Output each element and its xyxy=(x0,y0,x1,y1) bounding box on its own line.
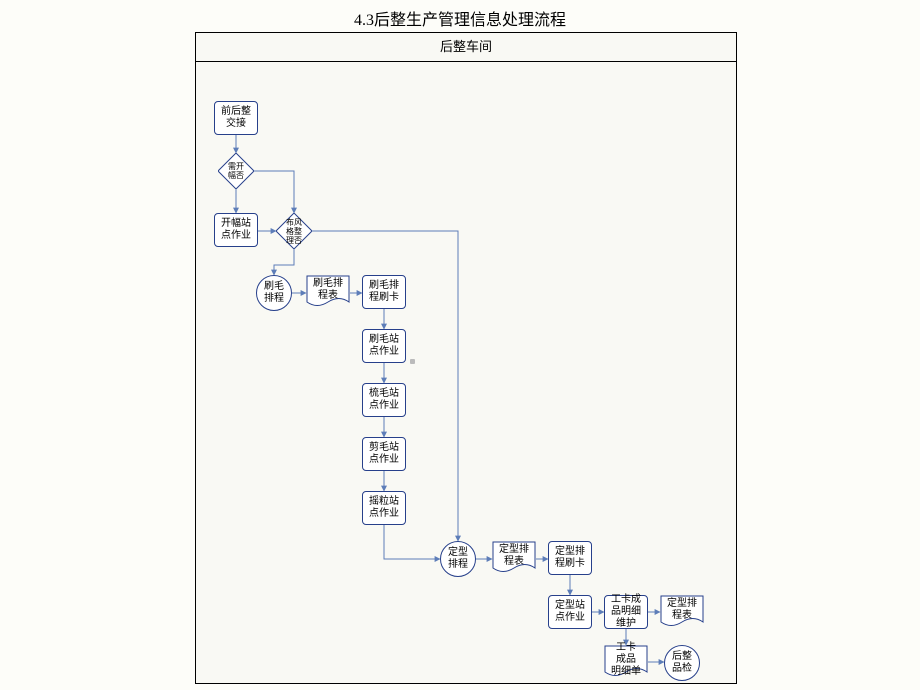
frame-header: 后整车间 xyxy=(196,33,736,62)
node-n4: 刷毛站点作业 xyxy=(362,329,406,363)
node-n3: 刷毛排程刷卡 xyxy=(362,275,406,309)
node-d1: 需开幅否 xyxy=(218,153,254,189)
node-n2: 开幅站点作业 xyxy=(214,213,258,247)
node-n1: 前后整交接 xyxy=(214,101,258,135)
swimlane-frame: 后整车间 前后整交接 需开幅否开幅站点作业 布风格整理否刷毛排程 刷毛排程表刷毛… xyxy=(195,32,737,684)
node-doc2: 定型排程表 xyxy=(492,541,536,575)
node-n9: 定型站点作业 xyxy=(548,595,592,629)
node-n6: 剪毛站点作业 xyxy=(362,437,406,471)
node-doc4: 工卡成品明细单 xyxy=(604,645,648,679)
page-title: 4.3后整生产管理信息处理流程 xyxy=(0,6,920,30)
node-n5: 梳毛站点作业 xyxy=(362,383,406,417)
node-c1: 刷毛排程 xyxy=(256,275,292,311)
node-doc3: 定型排程表 xyxy=(660,595,704,629)
node-c2: 定型排程 xyxy=(440,541,476,577)
node-n10: 工卡成品明细维护 xyxy=(604,595,648,629)
page-marker xyxy=(410,359,415,364)
node-d2: 布风格整理否 xyxy=(276,213,312,249)
node-n8: 定型排程刷卡 xyxy=(548,541,592,575)
node-doc1: 刷毛排程表 xyxy=(306,275,350,309)
node-n7: 摇粒站点作业 xyxy=(362,491,406,525)
node-c3: 后整品检 xyxy=(664,645,700,681)
flowchart-canvas: 前后整交接 需开幅否开幅站点作业 布风格整理否刷毛排程 刷毛排程表刷毛排程刷卡刷… xyxy=(196,61,736,683)
